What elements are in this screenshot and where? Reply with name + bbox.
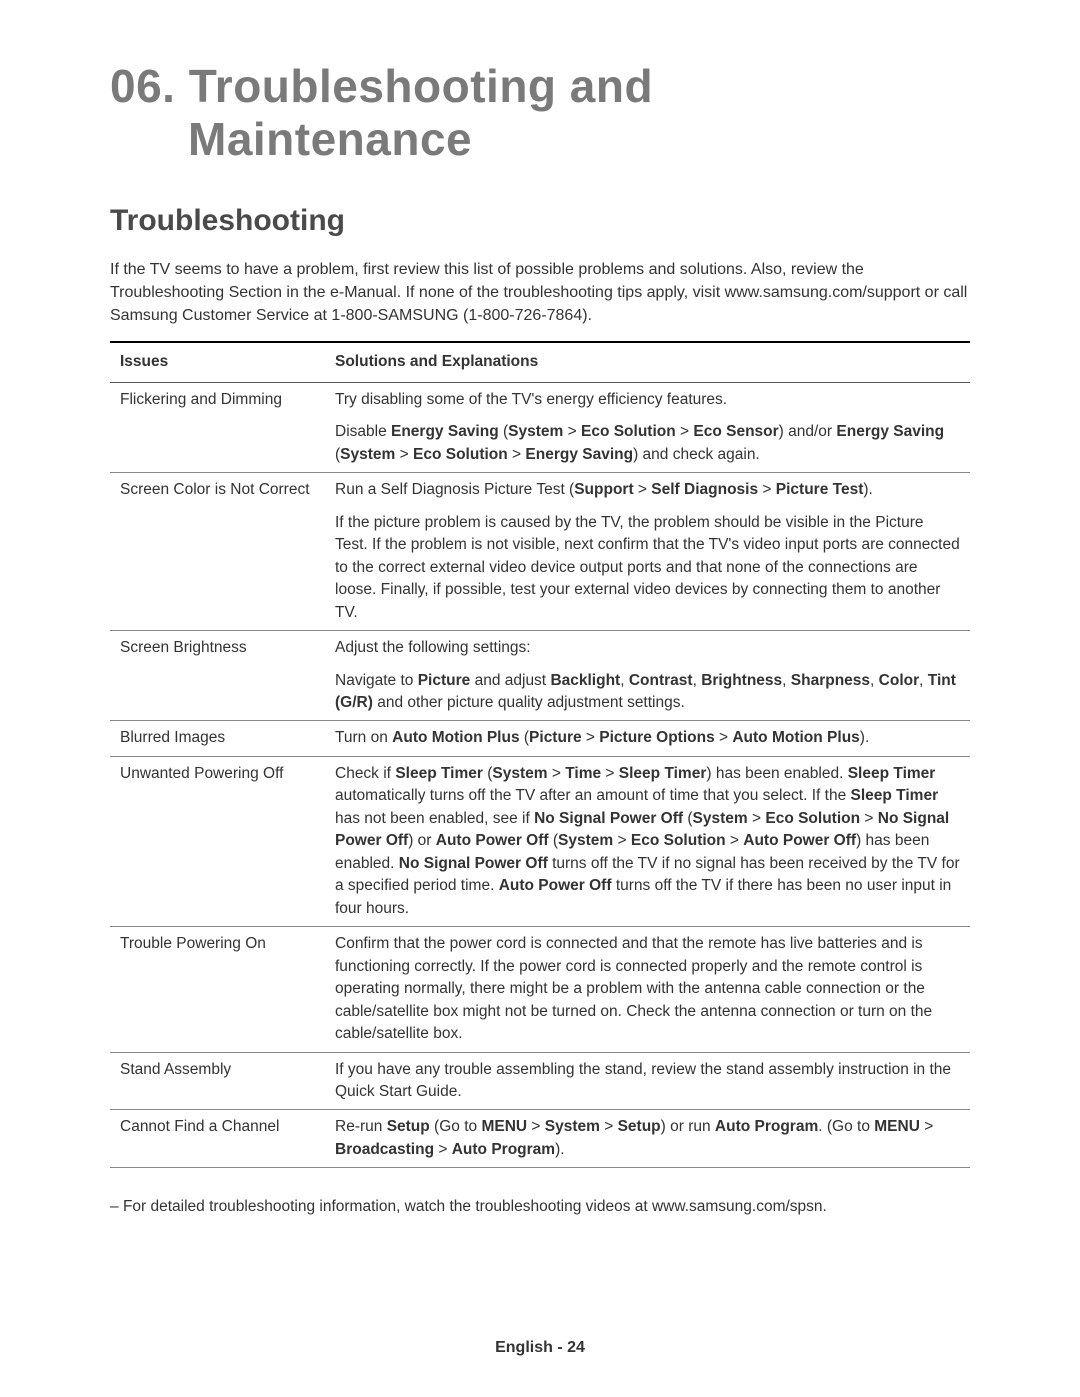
table-row: Blurred ImagesTurn on Auto Motion Plus (…	[110, 721, 970, 756]
chapter-title: 06. Troubleshooting and Maintenance	[110, 60, 970, 166]
issue-cell: Trouble Powering On	[110, 927, 325, 1052]
table-body: Flickering and DimmingTry disabling some…	[110, 382, 970, 1168]
table-row: Screen Color is Not CorrectRun a Self Di…	[110, 473, 970, 631]
issue-cell: Screen Color is Not Correct	[110, 473, 325, 631]
solution-cell: If you have any trouble assembling the s…	[325, 1052, 970, 1110]
issue-cell: Blurred Images	[110, 721, 325, 756]
issue-cell: Screen Brightness	[110, 631, 325, 721]
footnote: For detailed troubleshooting information…	[110, 1198, 970, 1216]
solution-cell: Confirm that the power cord is connected…	[325, 927, 970, 1052]
chapter-title-line1: 06. Troubleshooting and	[110, 60, 653, 112]
section-heading: Troubleshooting	[110, 204, 970, 238]
table-row: Flickering and DimmingTry disabling some…	[110, 382, 970, 472]
solution-cell: Try disabling some of the TV's energy ef…	[325, 382, 970, 472]
manual-page: 06. Troubleshooting and Maintenance Trou…	[0, 0, 1080, 1397]
solution-cell: Adjust the following settings:Navigate t…	[325, 631, 970, 721]
table-row: Trouble Powering OnConfirm that the powe…	[110, 927, 970, 1052]
table-row: Cannot Find a ChannelRe-run Setup (Go to…	[110, 1110, 970, 1168]
table-row: Screen BrightnessAdjust the following se…	[110, 631, 970, 721]
table-row: Stand AssemblyIf you have any trouble as…	[110, 1052, 970, 1110]
issue-cell: Cannot Find a Channel	[110, 1110, 325, 1168]
issue-cell: Flickering and Dimming	[110, 382, 325, 472]
issue-cell: Unwanted Powering Off	[110, 756, 325, 926]
issue-cell: Stand Assembly	[110, 1052, 325, 1110]
intro-paragraph: If the TV seems to have a problem, first…	[110, 258, 970, 328]
solution-cell: Run a Self Diagnosis Picture Test (Suppo…	[325, 473, 970, 631]
table-row: Unwanted Powering OffCheck if Sleep Time…	[110, 756, 970, 926]
solution-cell: Turn on Auto Motion Plus (Picture > Pict…	[325, 721, 970, 756]
header-issues: Issues	[110, 342, 325, 382]
troubleshooting-table: Issues Solutions and Explanations Flicke…	[110, 341, 970, 1168]
chapter-title-line2: Maintenance	[188, 113, 970, 166]
solution-cell: Re-run Setup (Go to MENU > System > Setu…	[325, 1110, 970, 1168]
solution-cell: Check if Sleep Timer (System > Time > Sl…	[325, 756, 970, 926]
page-footer: English - 24	[0, 1339, 1080, 1357]
header-solutions: Solutions and Explanations	[325, 342, 970, 382]
table-header-row: Issues Solutions and Explanations	[110, 342, 970, 382]
